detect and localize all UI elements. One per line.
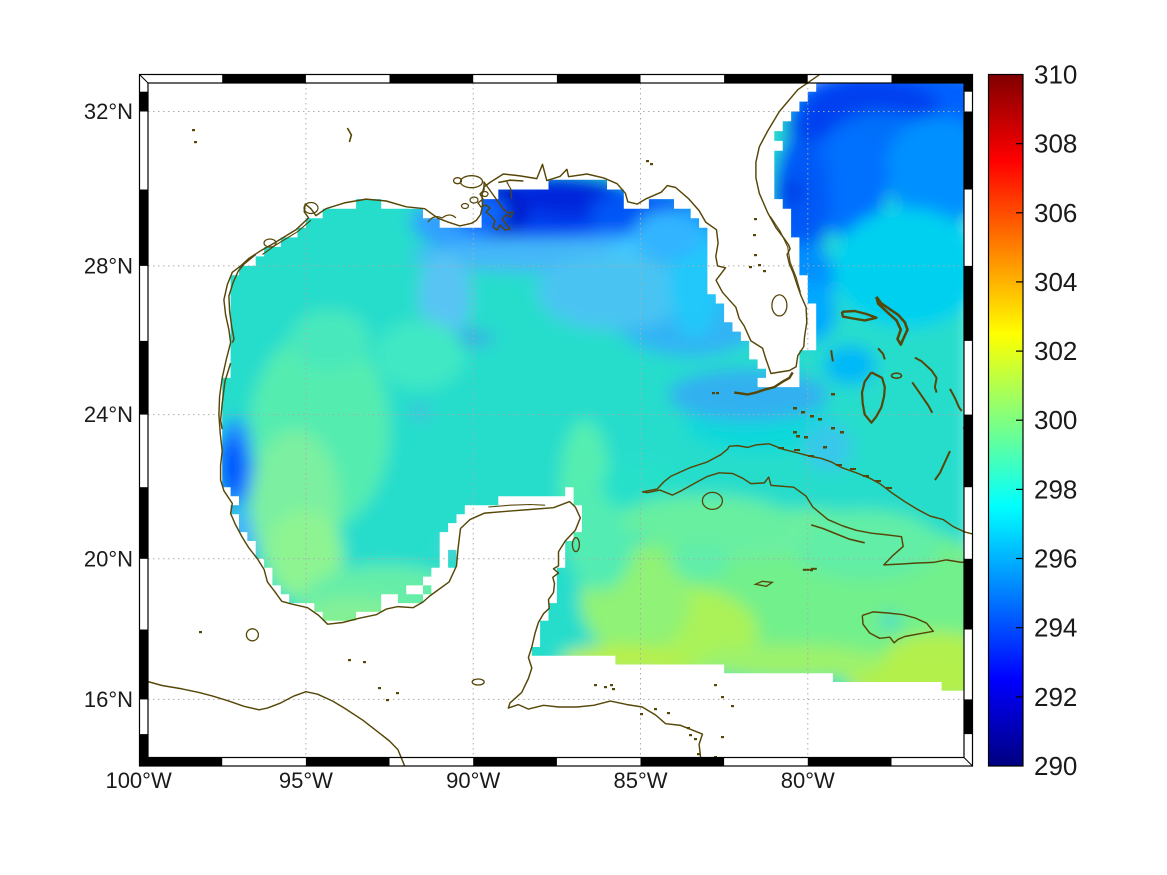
- svg-text:85°W: 85°W: [613, 768, 667, 793]
- svg-text:290: 290: [1034, 751, 1077, 781]
- svg-text:304: 304: [1034, 267, 1077, 297]
- svg-text:292: 292: [1034, 682, 1077, 712]
- svg-text:298: 298: [1034, 474, 1077, 504]
- svg-text:24°N: 24°N: [84, 402, 133, 427]
- svg-text:28°N: 28°N: [84, 253, 133, 278]
- svg-text:302: 302: [1034, 336, 1077, 366]
- svg-text:90°W: 90°W: [446, 768, 500, 793]
- svg-text:308: 308: [1034, 129, 1077, 159]
- svg-text:100°W: 100°W: [105, 768, 172, 793]
- svg-text:310: 310: [1034, 60, 1077, 90]
- svg-text:296: 296: [1034, 544, 1077, 574]
- svg-text:16°N: 16°N: [84, 687, 133, 712]
- svg-text:20°N: 20°N: [84, 546, 133, 571]
- svg-text:80°W: 80°W: [781, 768, 835, 793]
- svg-text:300: 300: [1034, 405, 1077, 435]
- svg-text:95°W: 95°W: [279, 768, 333, 793]
- svg-text:294: 294: [1034, 613, 1077, 643]
- svg-text:32°N: 32°N: [84, 99, 133, 124]
- svg-text:306: 306: [1034, 198, 1077, 228]
